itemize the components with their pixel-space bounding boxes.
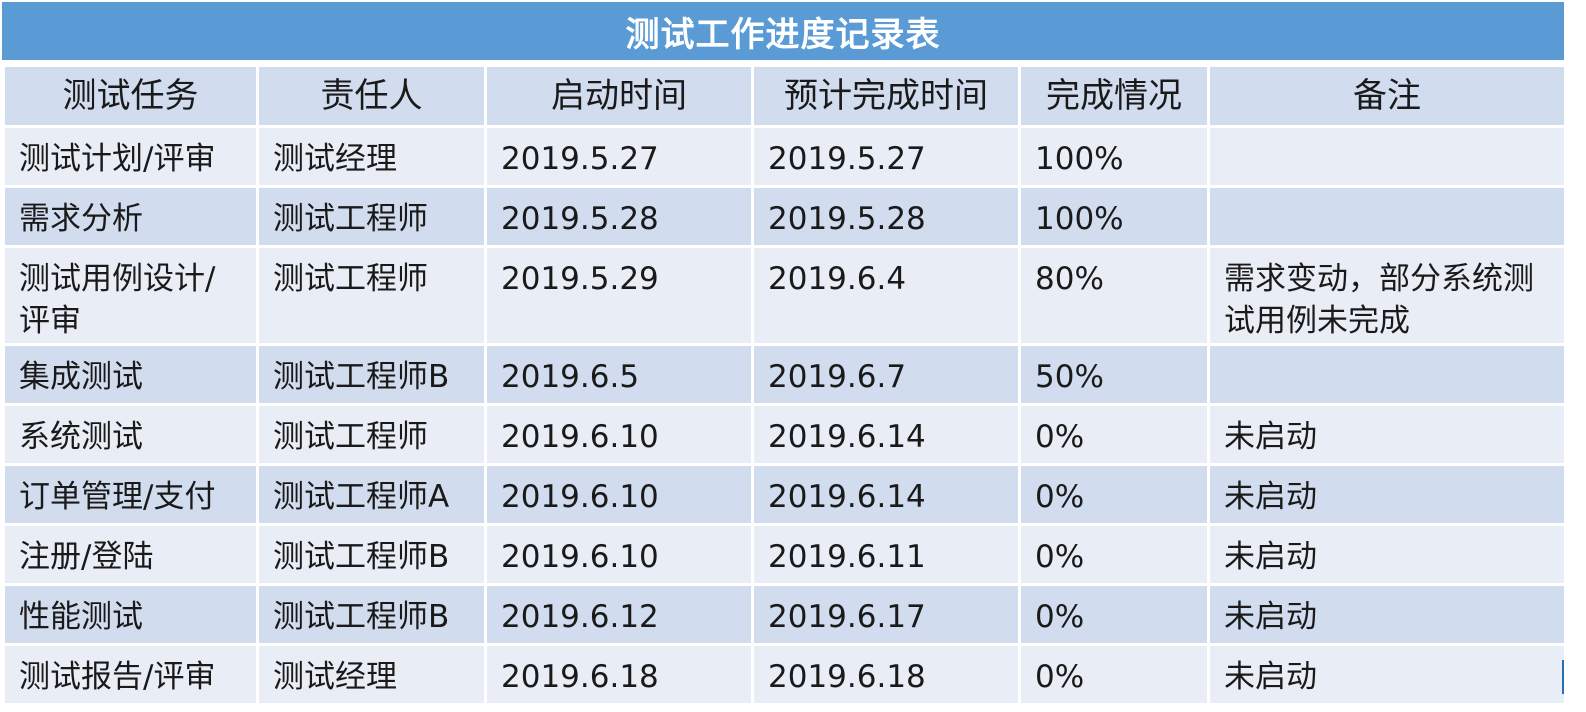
- table-row: 测试用例设计/评审 测试工程师 2019.5.29 2019.6.4 80% 需…: [5, 248, 1564, 343]
- cell-owner: 测试工程师B: [259, 346, 484, 403]
- table-row: 性能测试 测试工程师B 2019.6.12 2019.6.17 0% 未启动: [5, 586, 1564, 643]
- cell-owner: 测试工程师A: [259, 466, 484, 523]
- cell-due: 2019.6.7: [754, 346, 1018, 403]
- col-header-owner: 责任人: [259, 67, 484, 125]
- cell-progress: 50%: [1021, 346, 1207, 403]
- col-header-task: 测试任务: [5, 67, 256, 125]
- table-title: 测试工作进度记录表: [2, 2, 1564, 60]
- progress-sheet: 测试工作进度记录表 测试任务 责任人 启动时间 预计完成时间 完成情况 备注 测…: [2, 2, 1564, 703]
- cell-due: 2019.6.14: [754, 406, 1018, 463]
- cell-progress: 0%: [1021, 466, 1207, 523]
- cell-start: 2019.6.10: [487, 466, 751, 523]
- cell-progress: 0%: [1021, 406, 1207, 463]
- cell-progress: 0%: [1021, 646, 1207, 703]
- cell-owner: 测试工程师B: [259, 586, 484, 643]
- col-header-progress: 完成情况: [1021, 67, 1207, 125]
- cell-due: 2019.6.11: [754, 526, 1018, 583]
- cell-owner: 测试工程师: [259, 406, 484, 463]
- progress-table: 测试任务 责任人 启动时间 预计完成时间 完成情况 备注 测试计划/评审 测试经…: [2, 64, 1567, 706]
- header-row: 测试任务 责任人 启动时间 预计完成时间 完成情况 备注: [5, 67, 1564, 125]
- cell-progress: 100%: [1021, 188, 1207, 245]
- cell-note: [1210, 128, 1564, 185]
- cell-task: 测试计划/评审: [5, 128, 256, 185]
- cell-due: 2019.6.17: [754, 586, 1018, 643]
- cell-start: 2019.6.5: [487, 346, 751, 403]
- cell-task: 性能测试: [5, 586, 256, 643]
- cell-note: 需求变动，部分系统测试用例未完成: [1210, 248, 1564, 343]
- cell-owner: 测试工程师B: [259, 526, 484, 583]
- cell-note: 未启动: [1210, 526, 1564, 583]
- cell-progress: 100%: [1021, 128, 1207, 185]
- cell-start: 2019.5.28: [487, 188, 751, 245]
- col-header-start: 启动时间: [487, 67, 751, 125]
- cell-note: 未启动: [1210, 586, 1564, 643]
- cell-task: 订单管理/支付: [5, 466, 256, 523]
- cell-progress: 80%: [1021, 248, 1207, 343]
- cell-start: 2019.6.10: [487, 406, 751, 463]
- cell-owner: 测试工程师: [259, 248, 484, 343]
- cell-start: 2019.6.18: [487, 646, 751, 703]
- cell-progress: 0%: [1021, 526, 1207, 583]
- cell-progress: 0%: [1021, 586, 1207, 643]
- cell-start: 2019.6.12: [487, 586, 751, 643]
- cell-owner: 测试经理: [259, 646, 484, 703]
- cell-task: 注册/登陆: [5, 526, 256, 583]
- cell-note: 未启动: [1210, 646, 1564, 703]
- col-header-note: 备注: [1210, 67, 1564, 125]
- selection-edge-marker: [1562, 660, 1564, 694]
- cell-note: [1210, 346, 1564, 403]
- cell-due: 2019.6.14: [754, 466, 1018, 523]
- table-row: 订单管理/支付 测试工程师A 2019.6.10 2019.6.14 0% 未启…: [5, 466, 1564, 523]
- table-row: 需求分析 测试工程师 2019.5.28 2019.5.28 100%: [5, 188, 1564, 245]
- cell-task: 测试报告/评审: [5, 646, 256, 703]
- col-header-due: 预计完成时间: [754, 67, 1018, 125]
- cell-owner: 测试工程师: [259, 188, 484, 245]
- cell-note: [1210, 188, 1564, 245]
- cell-due: 2019.5.27: [754, 128, 1018, 185]
- cell-start: 2019.6.10: [487, 526, 751, 583]
- table-row: 集成测试 测试工程师B 2019.6.5 2019.6.7 50%: [5, 346, 1564, 403]
- cell-note: 未启动: [1210, 406, 1564, 463]
- cell-task: 系统测试: [5, 406, 256, 463]
- cell-due: 2019.6.18: [754, 646, 1018, 703]
- table-row: 测试计划/评审 测试经理 2019.5.27 2019.5.27 100%: [5, 128, 1564, 185]
- table-row: 注册/登陆 测试工程师B 2019.6.10 2019.6.11 0% 未启动: [5, 526, 1564, 583]
- cell-start: 2019.5.29: [487, 248, 751, 343]
- cell-due: 2019.5.28: [754, 188, 1018, 245]
- cell-start: 2019.5.27: [487, 128, 751, 185]
- cell-task: 测试用例设计/评审: [5, 248, 256, 343]
- cell-owner: 测试经理: [259, 128, 484, 185]
- table-row: 测试报告/评审 测试经理 2019.6.18 2019.6.18 0% 未启动: [5, 646, 1564, 703]
- cell-task: 集成测试: [5, 346, 256, 403]
- cell-due: 2019.6.4: [754, 248, 1018, 343]
- table-row: 系统测试 测试工程师 2019.6.10 2019.6.14 0% 未启动: [5, 406, 1564, 463]
- cell-task: 需求分析: [5, 188, 256, 245]
- cell-note: 未启动: [1210, 466, 1564, 523]
